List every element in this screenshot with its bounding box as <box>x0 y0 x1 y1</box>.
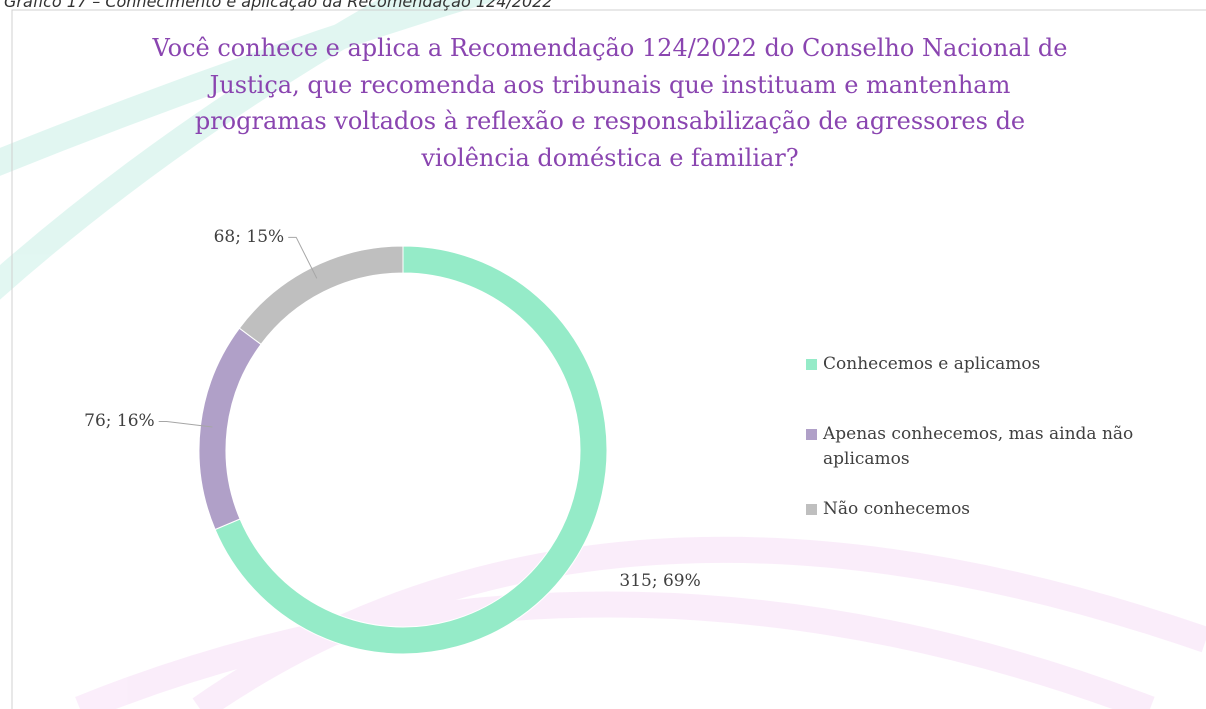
legend-swatch <box>806 504 817 515</box>
legend-item: Conhecemos e aplicamos <box>806 352 1201 377</box>
leader-line <box>288 236 318 279</box>
donut-segment <box>214 245 608 655</box>
caption: Gráfico 17 – Conhecimento e aplicação da… <box>4 0 553 11</box>
data-label: 68; 15% <box>214 227 285 247</box>
donut-segment <box>198 327 262 531</box>
donut-segment <box>238 245 404 346</box>
legend-swatch <box>806 359 817 370</box>
data-label: 315; 69% <box>619 571 700 591</box>
legend-label: Conhecemos e aplicamos <box>823 354 1041 374</box>
legend-item: Apenas conhecemos, mas ainda não aplicam… <box>806 422 1201 472</box>
legend-swatch <box>806 429 817 440</box>
legend-item: Não conhecemos <box>806 497 1201 522</box>
leader-line <box>158 421 213 428</box>
legend-label: Não conhecemos <box>823 499 971 519</box>
data-label: 76; 16% <box>84 411 155 431</box>
legend: Conhecemos e aplicamos Apenas conhecemos,… <box>806 352 1201 547</box>
legend-label: Apenas conhecemos, mas ainda não aplicam… <box>823 424 1134 469</box>
chart-title: Você conhece e aplica a Recomendação 124… <box>152 34 1068 172</box>
frame <box>11 9 1206 709</box>
